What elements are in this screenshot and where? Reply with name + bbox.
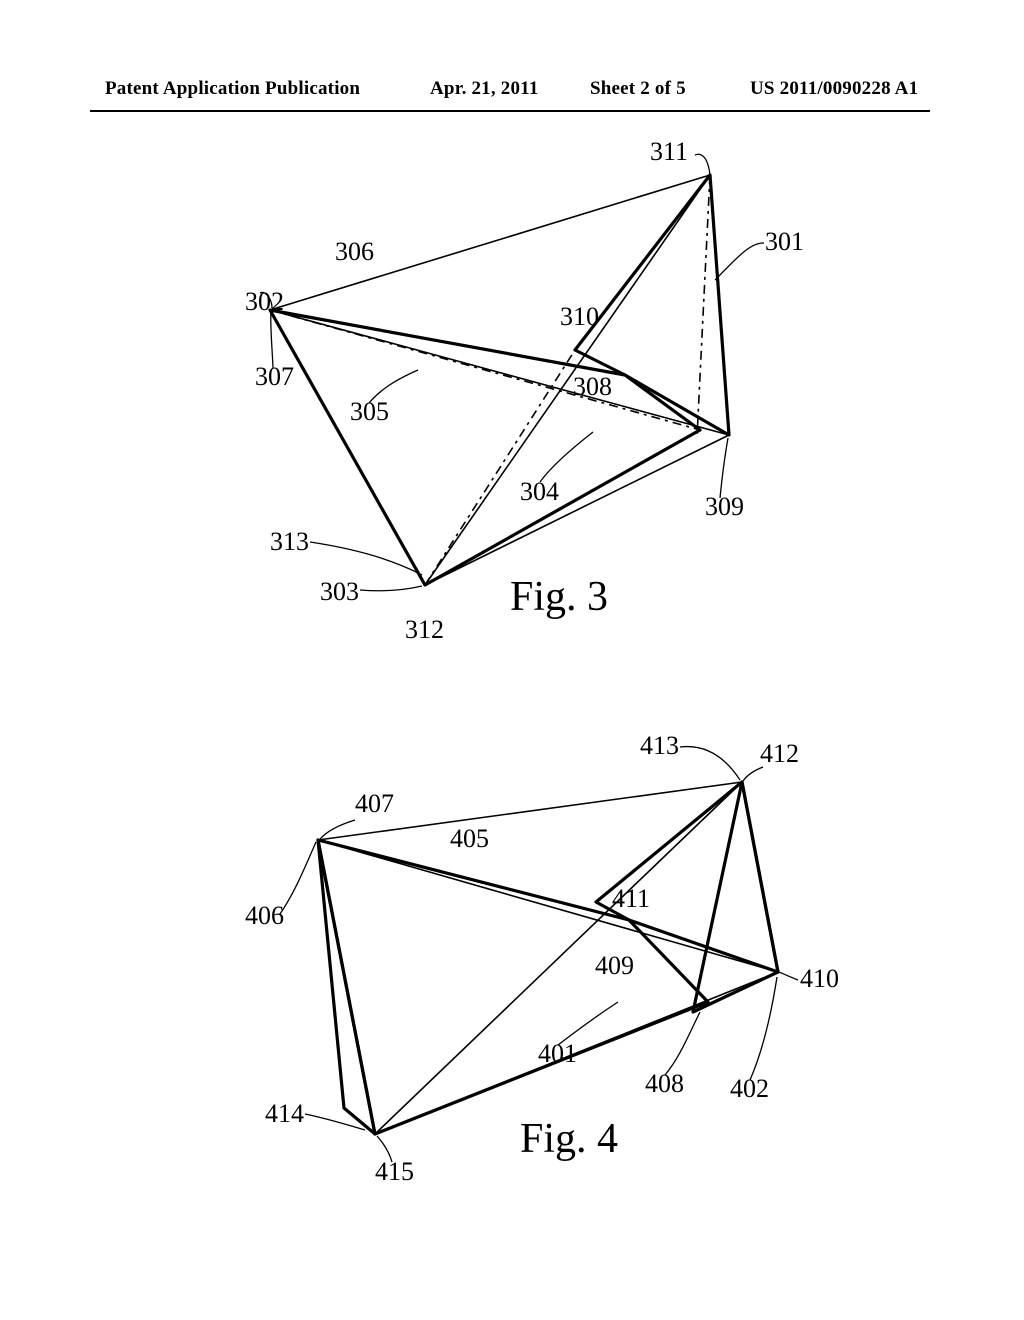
header-rule [90,110,930,112]
header-publication: Patent Application Publication [105,78,360,100]
center-line [270,310,700,430]
header-sheet: Sheet 2 of 5 [590,78,686,100]
leader-line [750,977,777,1080]
ref-numeral: 401 [538,1039,577,1068]
ref-numeral: 414 [265,1099,304,1128]
primary-face [318,840,375,1134]
outline-edge [318,840,778,972]
leader-line [715,243,764,280]
ref-numeral: 411 [612,884,650,913]
ref-numeral: 305 [350,397,389,426]
ref-numeral: 308 [573,372,612,401]
leader-line [720,438,728,498]
ref-numeral: 408 [645,1069,684,1098]
leader-line [665,1012,700,1075]
outline-edge [375,782,742,1134]
leader-line [743,767,763,781]
primary-face [596,782,778,972]
outline-edge [425,175,710,585]
ref-numeral: 303 [320,577,359,606]
figure-3-svg: 311 301 306 302 307 305 310 308 304 309 313 303 312 F… [150,130,910,650]
ref-numeral: 405 [450,824,489,853]
center-line [697,175,710,437]
header-docnum: US 2011/0090228 A1 [750,78,918,100]
primary-face [270,310,700,585]
ref-numeral: 311 [650,137,688,166]
ref-numeral: 313 [270,527,309,556]
leader-line [695,154,710,175]
ref-numeral: 415 [375,1157,414,1182]
leader-line [540,432,593,482]
ref-numeral: 306 [335,237,374,266]
ref-numeral: 406 [245,901,284,930]
leader-line [680,747,740,780]
figure-caption: Fig. 4 [520,1116,618,1162]
ref-numeral: 412 [760,739,799,768]
ref-numeral: 304 [520,477,559,506]
leader-line [360,586,422,591]
header-date: Apr. 21, 2011 [430,78,539,100]
figure-3: 311 301 306 302 307 305 310 308 304 309 313 303 312 F… [150,130,910,650]
ref-numeral: 410 [800,964,839,993]
ref-numeral: 413 [640,731,679,760]
ref-numeral: 310 [560,302,599,331]
figure-4-svg: 413 412 407 405 411 406 409 410 401 408 402 414 415 F… [150,662,910,1182]
figure-caption: Fig. 3 [510,574,608,620]
ref-numeral: 301 [765,227,804,256]
leader-line [280,842,316,914]
leader-line [271,312,273,368]
ref-numeral: 407 [355,789,394,818]
ref-numeral: 307 [255,362,294,391]
outline-edge [425,435,729,585]
ref-numeral: 402 [730,1074,769,1103]
patent-page: Patent Application Publication Apr. 21, … [0,0,1024,1320]
ref-numeral: 312 [405,615,444,644]
leader-line [779,972,798,980]
ref-numeral: 409 [595,951,634,980]
ref-numeral: 302 [245,287,284,316]
figure-4: 413 412 407 405 411 406 409 410 401 408 402 414 415 F… [150,662,910,1182]
ref-numeral: 309 [705,492,744,521]
